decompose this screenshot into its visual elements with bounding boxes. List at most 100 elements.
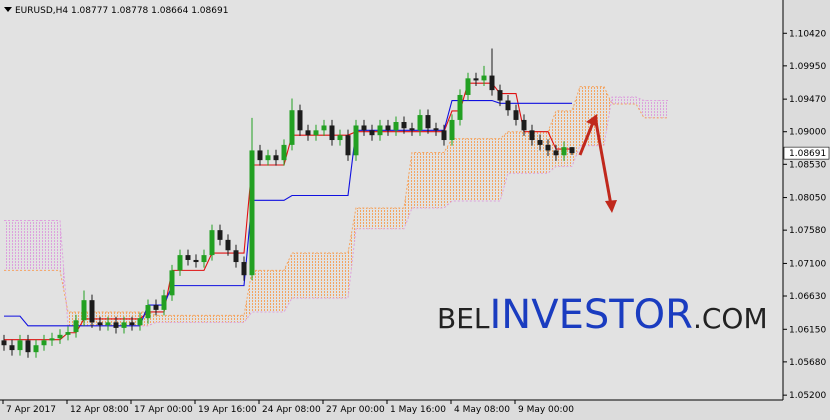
cloud-segment (652, 100, 660, 118)
candle-body (345, 135, 351, 156)
y-tick-label: 1.09000 (789, 128, 826, 138)
y-tick-label: 1.09470 (789, 95, 826, 105)
candle-body (305, 130, 311, 136)
x-tick-label: 24 Apr 08:00 (262, 405, 321, 415)
candle-body (313, 130, 319, 136)
candle-body (233, 250, 239, 263)
cloud-segment (636, 97, 644, 118)
cloud-segment (412, 152, 420, 208)
candle-body (153, 305, 159, 310)
candle-body (449, 119, 455, 141)
y-tick-label: 1.09950 (789, 62, 826, 72)
candle-body (465, 78, 471, 95)
cloud-segment (380, 207, 388, 229)
arrow-up (578, 119, 596, 156)
cloud-segment (36, 220, 44, 271)
candle-body (425, 115, 431, 129)
cloud-segment (324, 253, 332, 299)
candle-body (257, 150, 263, 161)
cloud-segment (556, 110, 564, 167)
candle-body (401, 122, 407, 129)
candle-body (273, 155, 279, 161)
x-tick-label: 27 Apr 00:00 (326, 405, 385, 415)
candle-body (497, 90, 503, 101)
cloud (4, 86, 668, 326)
watermark: BELINVESTOR.COM (437, 292, 768, 338)
cloud-segment (252, 270, 260, 312)
cloud-segment (180, 315, 188, 323)
current-price-box (783, 146, 830, 160)
cloud-segment (164, 315, 172, 323)
y-tick-label: 1.07100 (789, 259, 826, 269)
candle-body (193, 259, 199, 263)
candle-body (137, 318, 143, 326)
cloud-segment (300, 253, 308, 299)
candle-body (385, 125, 391, 131)
indicator-line (4, 99, 572, 327)
candle-body (249, 150, 255, 276)
candle-body (513, 110, 519, 120)
forecast-arrows (578, 114, 617, 213)
cloud-segment (364, 207, 372, 229)
candle-body (505, 100, 511, 111)
candle-body (65, 332, 71, 335)
candle-body (289, 110, 295, 145)
candle-body (337, 135, 343, 141)
cloud-segment (196, 315, 204, 323)
axes: 1.10420 1.09950 1.09470 1.09000 1.08530 1.080… (2, 29, 830, 415)
cloud-segment (436, 152, 444, 208)
y-tick-label: 1.08530 (789, 160, 826, 170)
cloud-segment (348, 207, 356, 299)
cloud-segment (564, 110, 572, 167)
candle-body (145, 305, 151, 319)
cloud-segment (332, 253, 340, 299)
candle-body (89, 300, 95, 323)
candle-body (529, 130, 535, 141)
candle-body (177, 255, 183, 271)
cloud-segment (500, 131, 508, 202)
cloud-segment (340, 253, 348, 299)
plot-area (0, 0, 783, 400)
cloud-segment (276, 270, 284, 312)
cloud-segment (604, 86, 612, 146)
candle-body (489, 75, 495, 91)
cloud-segment (476, 138, 484, 202)
cloud-segment (572, 86, 580, 167)
cloud-segment (308, 253, 316, 299)
cloud-segment (172, 315, 180, 323)
candle-body (545, 144, 551, 151)
candle-body (105, 322, 111, 326)
cloud-segment (492, 138, 500, 202)
span-a-line (4, 86, 668, 316)
cloud-segment (420, 152, 428, 208)
candle-body (25, 340, 31, 353)
cloud-segment (188, 315, 196, 323)
candle-body (73, 320, 79, 333)
cloud-segment (244, 270, 252, 323)
y-tick-label: 1.05200 (789, 391, 826, 401)
cloud-segment (612, 97, 620, 104)
candles (1, 48, 575, 358)
arrow-head (605, 200, 617, 213)
y-tick-label: 1.05680 (789, 358, 826, 368)
candle-body (209, 230, 215, 256)
x-tick-label: 17 Apr 00:00 (134, 405, 193, 415)
candle-body (57, 334, 63, 339)
indicator-line (4, 82, 572, 341)
x-tick-label: 12 Apr 08:00 (70, 405, 129, 415)
candle-body (17, 340, 23, 351)
cloud-segment (508, 131, 516, 174)
candle-body (113, 322, 119, 328)
candle-body (369, 130, 375, 136)
candle-body (201, 255, 207, 263)
cloud-segment (452, 138, 460, 202)
candle-body (161, 295, 167, 310)
candle-body (561, 147, 567, 156)
candle-body (97, 322, 103, 326)
cloud-segment (12, 220, 20, 271)
cloud-segment (548, 110, 556, 174)
arrow-down (594, 121, 613, 206)
cloud-segment (52, 220, 60, 271)
x-tick-label: 19 Apr 16:00 (198, 405, 257, 415)
cloud-segment (644, 100, 652, 118)
